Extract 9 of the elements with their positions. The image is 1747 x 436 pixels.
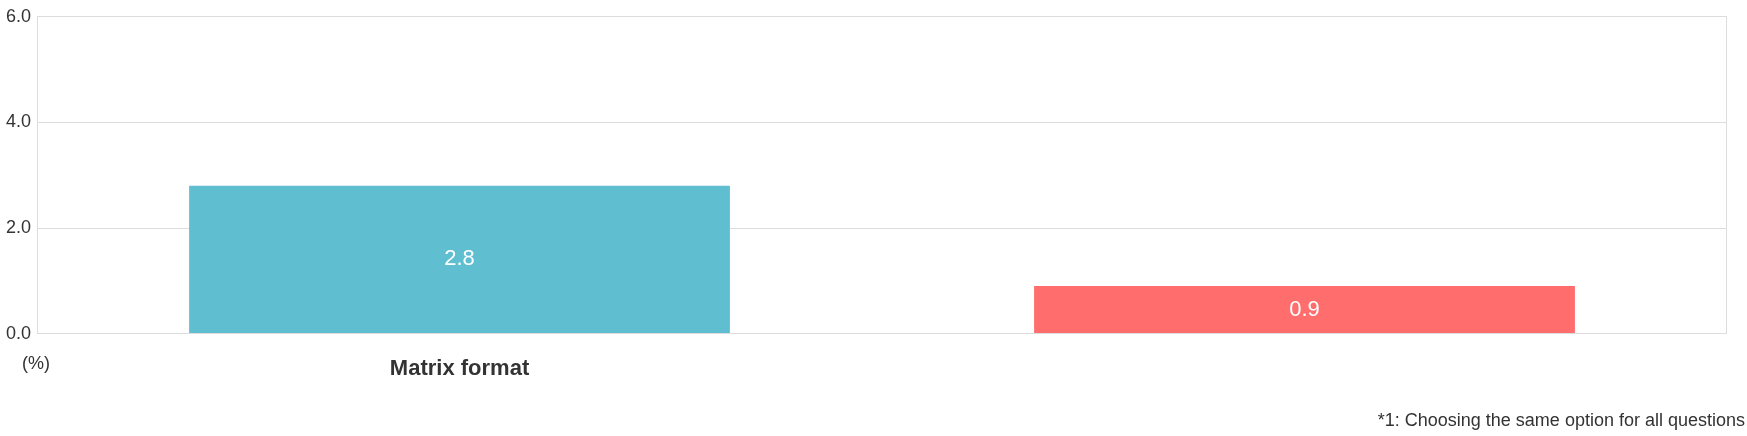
text: *1: Choosing the same option for all questions — [1377, 409, 1745, 430]
y-tick-label: 2.0 — [5, 216, 32, 237]
x-tick-label: Matrix format — [389, 354, 530, 380]
y-tick-label: 4.0 — [5, 111, 32, 132]
data-label: 0.9 — [1289, 295, 1320, 321]
y-tick-label: 0.0 — [5, 322, 32, 343]
y-axis-title: (%) — [22, 352, 50, 373]
data-label: 2.8 — [444, 245, 475, 271]
y-tick-label: 6.0 — [5, 5, 32, 26]
